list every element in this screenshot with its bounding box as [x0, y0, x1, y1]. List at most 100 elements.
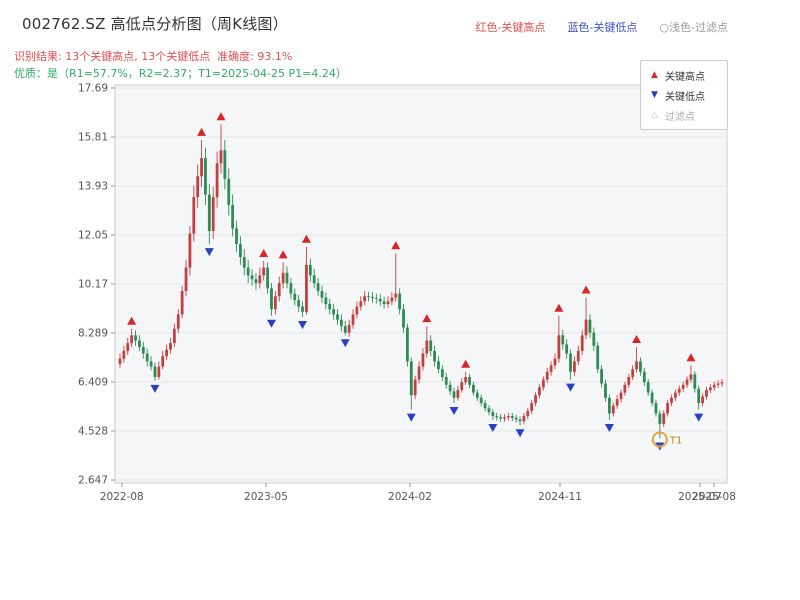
candle-body: [530, 403, 534, 411]
x-tick-label: 2022-08: [100, 491, 144, 503]
key-high-marker: [632, 335, 642, 344]
candle-body: [452, 391, 456, 398]
candle-body: [654, 403, 658, 414]
candle-body: [479, 397, 483, 404]
candle-body: [215, 163, 219, 198]
y-tick-label: 6.409: [78, 376, 108, 388]
candle-body: [374, 298, 378, 299]
candle-body: [328, 304, 332, 310]
candle-body: [207, 194, 211, 232]
candle-body: [363, 296, 367, 302]
candle-body: [134, 335, 137, 341]
candle-body: [716, 383, 720, 385]
candle-body: [421, 353, 425, 367]
key-high-marker: [259, 249, 269, 258]
candle-body: [456, 390, 460, 398]
key-low-marker: [449, 407, 459, 416]
candle-body: [180, 290, 184, 315]
candle-body: [285, 272, 289, 284]
candle-body: [514, 417, 518, 420]
candle-body: [227, 178, 231, 206]
key-high-marker: [301, 234, 311, 243]
key-low-marker: [340, 339, 350, 348]
candle-body: [596, 345, 600, 370]
candle-body: [332, 309, 336, 315]
key-high-marker: [422, 314, 432, 323]
candle-body: [580, 335, 584, 351]
candle-body: [141, 347, 145, 354]
candle-body: [196, 176, 200, 198]
candle-body: [510, 416, 514, 418]
candle-body: [503, 417, 506, 419]
candle-body: [677, 388, 681, 393]
candle-body: [293, 293, 297, 301]
candle-body: [417, 366, 421, 380]
candle-body: [569, 353, 572, 372]
key-low-marker: [566, 383, 576, 392]
key-low-marker: [515, 429, 525, 438]
top-legend: 红色-关键高点 蓝色-关键低点 ○浅色-过滤点: [475, 19, 728, 35]
candle-body: [270, 288, 273, 310]
candle-body: [386, 301, 390, 305]
candle-body: [518, 419, 522, 422]
candle-body: [534, 395, 537, 404]
top-legend-key-low-label: 蓝色-关键低点: [567, 21, 638, 34]
candle-body: [355, 306, 359, 315]
x-tick-label: 2023-05: [244, 491, 288, 503]
candle-body: [615, 399, 619, 406]
y-tick-label: 17.69: [78, 83, 108, 95]
legend-filtered-label: 过滤点: [665, 111, 695, 123]
candle-body: [642, 371, 646, 383]
candle-body: [464, 376, 468, 383]
candle-body: [635, 361, 638, 370]
candle-body: [250, 275, 254, 280]
kline-plot: 2.647 4.528 6.409 8.289 10.17 12.05 13.93 15.81…: [78, 83, 736, 504]
candle-body: [553, 358, 557, 366]
y-tick-label: 13.93: [78, 180, 108, 192]
candle-body: [425, 340, 429, 354]
y-tick-label: 2.647: [78, 475, 108, 487]
candle-body: [444, 376, 448, 385]
candle-body: [258, 275, 262, 284]
top-legend-key-high-label: 红色-关键高点: [475, 21, 546, 34]
candle-body: [685, 379, 689, 385]
candle-body: [429, 340, 433, 351]
candle-body: [239, 244, 242, 258]
key-low-marker: [266, 319, 276, 328]
key-low-marker: [694, 413, 704, 422]
candle-body: [277, 283, 281, 297]
candle-body: [573, 361, 576, 372]
candle-body: [394, 293, 398, 298]
candle-body: [541, 379, 545, 388]
candle-body: [549, 365, 553, 372]
candle-body: [409, 361, 413, 396]
key-low-marker: [150, 384, 160, 393]
candle-body: [712, 384, 716, 388]
key-high-marker: [581, 285, 591, 294]
candle-body: [475, 392, 479, 398]
legend-key-low-label: 关键低点: [665, 91, 705, 103]
key-low-marker: [604, 423, 614, 432]
candle-body: [371, 296, 374, 299]
candle-body: [343, 326, 347, 333]
candle-body: [658, 413, 662, 424]
x-tick-label: 2025-07: [678, 491, 722, 503]
candle-body: [433, 350, 436, 362]
x-tick-label: 2024-02: [388, 491, 432, 503]
candle-body: [720, 382, 724, 384]
candle-body: [165, 349, 169, 357]
candle-body: [297, 300, 301, 307]
quality-result-text: 优质：是（R1=57.7%，R2=2.37；T1=2025-04-25 P1=4…: [14, 67, 347, 80]
candle-body: [639, 361, 642, 372]
candle-body: [118, 358, 122, 364]
candle-body: [184, 267, 188, 291]
candle-body: [666, 403, 670, 414]
candle-body: [437, 361, 440, 370]
page-title: 002762.SZ 高低点分析图（周K线图）: [22, 15, 288, 33]
candle-body: [223, 150, 227, 179]
candle-body: [545, 371, 549, 380]
key-low-marker: [204, 248, 214, 257]
y-tick-label: 10.17: [78, 278, 108, 290]
candle-body: [126, 343, 130, 351]
